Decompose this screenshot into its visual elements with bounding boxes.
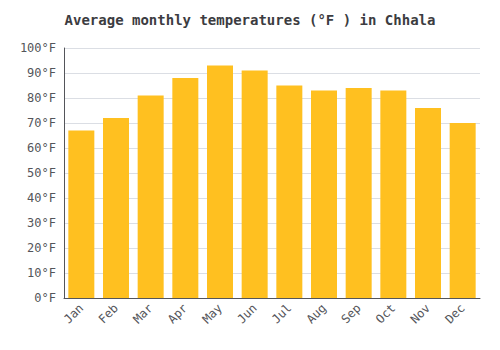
svg-text:100°F: 100°F [20,41,56,55]
svg-text:50°F: 50°F [27,166,56,180]
svg-text:60°F: 60°F [27,141,56,155]
svg-text:70°F: 70°F [27,116,56,130]
svg-text:0°F: 0°F [34,291,56,305]
svg-text:Jul: Jul [269,301,294,326]
svg-text:Feb: Feb [96,301,121,326]
svg-text:80°F: 80°F [27,91,56,105]
svg-text:10°F: 10°F [27,266,56,280]
svg-text:Jan: Jan [61,301,86,326]
svg-text:Sep: Sep [338,301,363,326]
svg-text:90°F: 90°F [27,66,56,80]
svg-text:30°F: 30°F [27,216,56,230]
svg-text:Mar: Mar [130,301,155,326]
svg-text:Nov: Nov [408,301,433,326]
svg-text:20°F: 20°F [27,241,56,255]
svg-text:Aug: Aug [304,301,329,326]
svg-text:Apr: Apr [165,301,190,326]
svg-text:Dec: Dec [442,301,467,326]
svg-text:40°F: 40°F [27,191,56,205]
svg-text:Jun: Jun [234,301,259,326]
svg-text:May: May [200,301,225,326]
svg-text:Average monthly temperatures (: Average monthly temperatures (°F ) in Ch… [65,12,436,28]
svg-text:Oct: Oct [373,301,398,326]
